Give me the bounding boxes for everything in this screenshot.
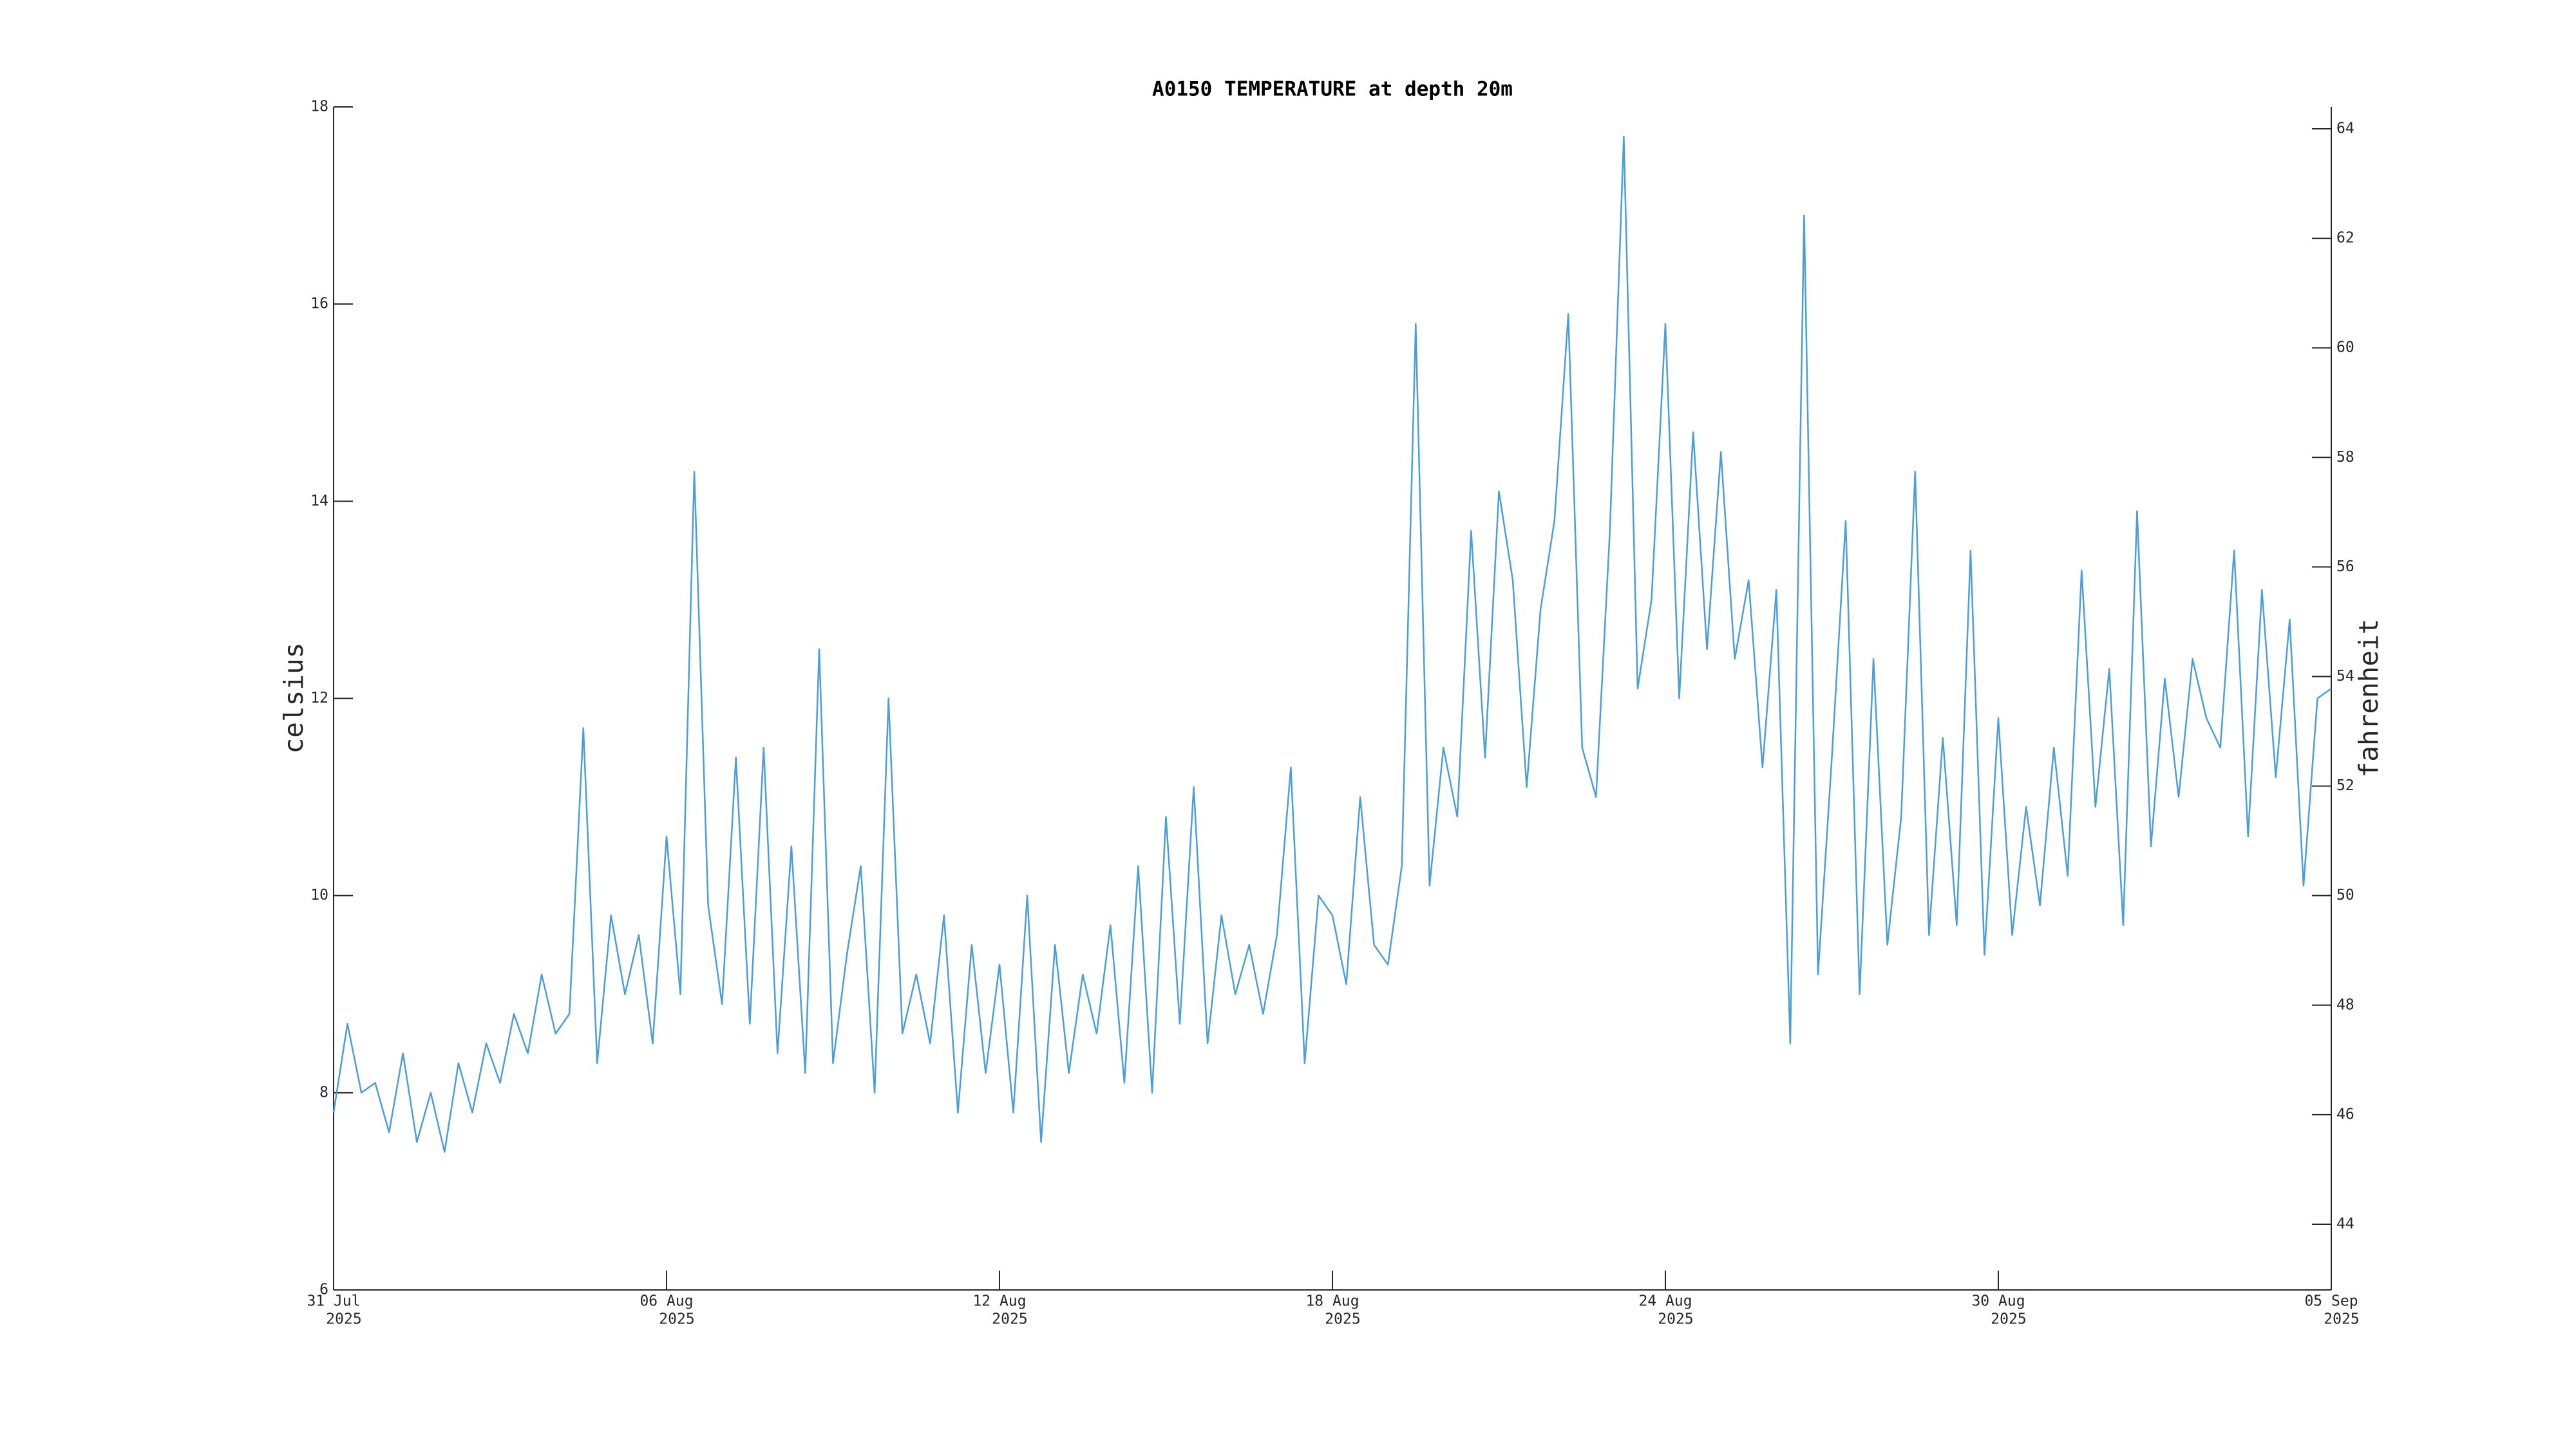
x-tick-label: 12 Aug [972, 1293, 1026, 1310]
x-tick-label: 05 Sep [2304, 1293, 2358, 1310]
temperature-line [332, 135, 2332, 1153]
y2-tick-label: 60 [2336, 339, 2354, 356]
y-tick-label: 8 [319, 1084, 328, 1101]
x-tick-label: 2025 [659, 1311, 694, 1328]
y-tick-label: 10 [310, 887, 328, 904]
x-tick-label: 2025 [1658, 1311, 1693, 1328]
y2-tick-label: 50 [2336, 887, 2354, 904]
y-tick-label: 14 [310, 493, 328, 509]
y-tick-label: 16 [310, 296, 328, 312]
y2-tick-label: 44 [2336, 1215, 2354, 1232]
y-tick-label: 6 [319, 1282, 328, 1298]
x-tick-label: 18 Aug [1305, 1293, 1359, 1310]
y2-tick-label: 54 [2336, 668, 2354, 685]
y2-tick-label: 62 [2336, 230, 2354, 247]
chart-title: A0150 TEMPERATURE at depth 20m [1152, 78, 1513, 101]
x-tick-label: 31 Jul [307, 1293, 360, 1310]
y2-tick-label: 52 [2336, 777, 2354, 794]
y-tick-label: 18 [310, 99, 328, 115]
y2-tick-label: 56 [2336, 558, 2354, 575]
y2-tick-label: 48 [2336, 996, 2354, 1013]
y2-tick-label: 46 [2336, 1106, 2354, 1122]
x-tick-label: 2025 [1325, 1311, 1360, 1328]
x-tick-label: 2025 [992, 1311, 1027, 1328]
y2-tick-label: 64 [2336, 120, 2354, 137]
x-tick-label: 24 Aug [1638, 1293, 1692, 1310]
x-tick-label: 2025 [1991, 1311, 2026, 1328]
y-tick-label: 12 [310, 690, 328, 706]
x-tick-label: 2025 [326, 1311, 361, 1328]
x-tick-label: 2025 [2324, 1311, 2359, 1328]
y2-tick-label: 58 [2336, 449, 2354, 466]
y2-axis-label: fahrenheit [2353, 619, 2384, 778]
y-axis-label: celsius [278, 643, 309, 754]
x-tick-label: 30 Aug [1971, 1293, 2025, 1310]
x-tick-label: 06 Aug [639, 1293, 693, 1310]
